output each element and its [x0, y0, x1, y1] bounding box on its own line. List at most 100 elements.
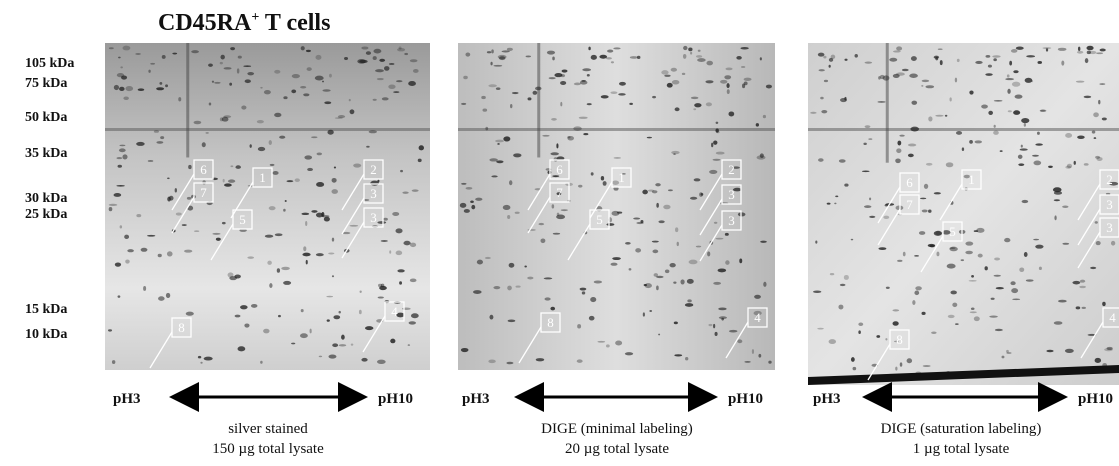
gel-spot: [1012, 299, 1020, 301]
gel-spot: [886, 287, 890, 289]
gel-spot: [499, 56, 505, 60]
gel-spot: [831, 55, 836, 59]
gel-spot: [509, 263, 515, 268]
spot-label: 1: [259, 170, 266, 185]
gel-spot: [121, 76, 127, 80]
gel-spot: [322, 89, 330, 91]
gel-spot: [269, 140, 272, 145]
gel-spot: [507, 48, 513, 51]
gel-spot: [829, 339, 836, 344]
gel-spot: [124, 235, 129, 239]
gel-spot: [965, 251, 973, 254]
gel-spot: [166, 293, 170, 298]
gel-spot: [339, 344, 347, 346]
gel-spot: [119, 145, 125, 147]
gel-spot: [109, 207, 113, 211]
gel-spot: [1077, 51, 1083, 54]
gel-spot: [470, 200, 474, 203]
gel-spot: [389, 63, 394, 65]
gel-spot: [118, 165, 122, 168]
gel-spot: [667, 83, 673, 88]
gel-spot: [169, 196, 174, 201]
gel-spot: [497, 143, 500, 145]
gel-spot: [815, 241, 817, 244]
gel-streak: [537, 43, 540, 157]
gel-spot: [561, 74, 565, 77]
gel-spot: [677, 242, 679, 246]
spot-label: 2: [1106, 172, 1113, 187]
gel-spot: [895, 158, 901, 163]
gel-spot: [682, 73, 685, 75]
gel-spot: [938, 48, 943, 50]
gel-spot: [675, 227, 678, 232]
gel-spot: [839, 159, 846, 162]
gel-spot: [552, 204, 555, 208]
gel-spot: [473, 290, 482, 294]
gel-spot: [819, 69, 825, 71]
spot-label: 3: [370, 210, 377, 225]
gel-spot: [601, 95, 609, 98]
gel-spot: [539, 223, 544, 225]
gel-spot: [315, 55, 321, 60]
gel-spot: [752, 349, 754, 354]
gel-spot: [978, 254, 983, 258]
gel-spot: [230, 47, 235, 50]
gel-spot: [910, 127, 919, 132]
gel-spot: [108, 329, 112, 331]
gel-spot: [118, 57, 121, 59]
gel-spot: [649, 310, 652, 312]
gel-spot: [907, 358, 913, 363]
gel-spot: [283, 209, 285, 212]
gel-spot: [409, 321, 416, 324]
gel-spot: [377, 360, 386, 364]
gel-spot: [694, 178, 701, 181]
gel-spot: [1100, 49, 1106, 52]
gel-spot: [956, 131, 962, 135]
gel-spot: [156, 87, 164, 90]
gel-spot: [1079, 286, 1086, 288]
gel-spot: [931, 332, 936, 334]
gel-spot: [629, 103, 633, 105]
gel-spot: [349, 225, 358, 227]
gel-spot: [567, 136, 574, 141]
gel-spot: [670, 263, 676, 267]
gel-spot: [515, 212, 520, 214]
gel-spot: [351, 344, 354, 346]
gel-spot: [844, 184, 848, 187]
gel-spot: [186, 312, 194, 316]
gel-spot: [1040, 110, 1047, 112]
gel-spot: [922, 209, 928, 212]
gel-spot: [928, 116, 932, 121]
caption: DIGE (saturation labeling): [881, 421, 1042, 437]
gel-spot: [813, 290, 821, 293]
gel-spot: [377, 78, 384, 80]
gel-spot: [1065, 166, 1071, 169]
gel-spot: [123, 96, 129, 100]
gel-spot: [1035, 143, 1042, 145]
gel-spot: [274, 113, 281, 117]
gel-spot: [625, 242, 631, 245]
gel-spot: [580, 288, 587, 291]
gel-streak: [886, 43, 889, 163]
gel-spot: [713, 159, 721, 161]
gel-spot: [556, 143, 558, 148]
gel-spot: [487, 51, 491, 53]
gel-spot: [674, 322, 678, 325]
caption: 1 µg total lysate: [913, 441, 1010, 457]
ph-label: pH3: [113, 391, 141, 407]
gel-spot: [158, 254, 162, 257]
gel-spot: [656, 203, 659, 208]
gel-spot: [724, 75, 731, 79]
gel-spot: [713, 140, 717, 144]
gel-spot: [229, 83, 232, 86]
gel-spot: [241, 106, 246, 110]
gel-spot: [1037, 132, 1040, 135]
gel-spot: [1095, 221, 1098, 224]
gel-spot: [706, 61, 713, 66]
spot-label: 6: [556, 162, 563, 177]
gel-spot: [693, 108, 696, 110]
gel-spot: [925, 85, 934, 88]
gel-spot: [642, 190, 648, 195]
gel-spot: [243, 65, 251, 67]
spot-label: 8: [547, 315, 554, 330]
